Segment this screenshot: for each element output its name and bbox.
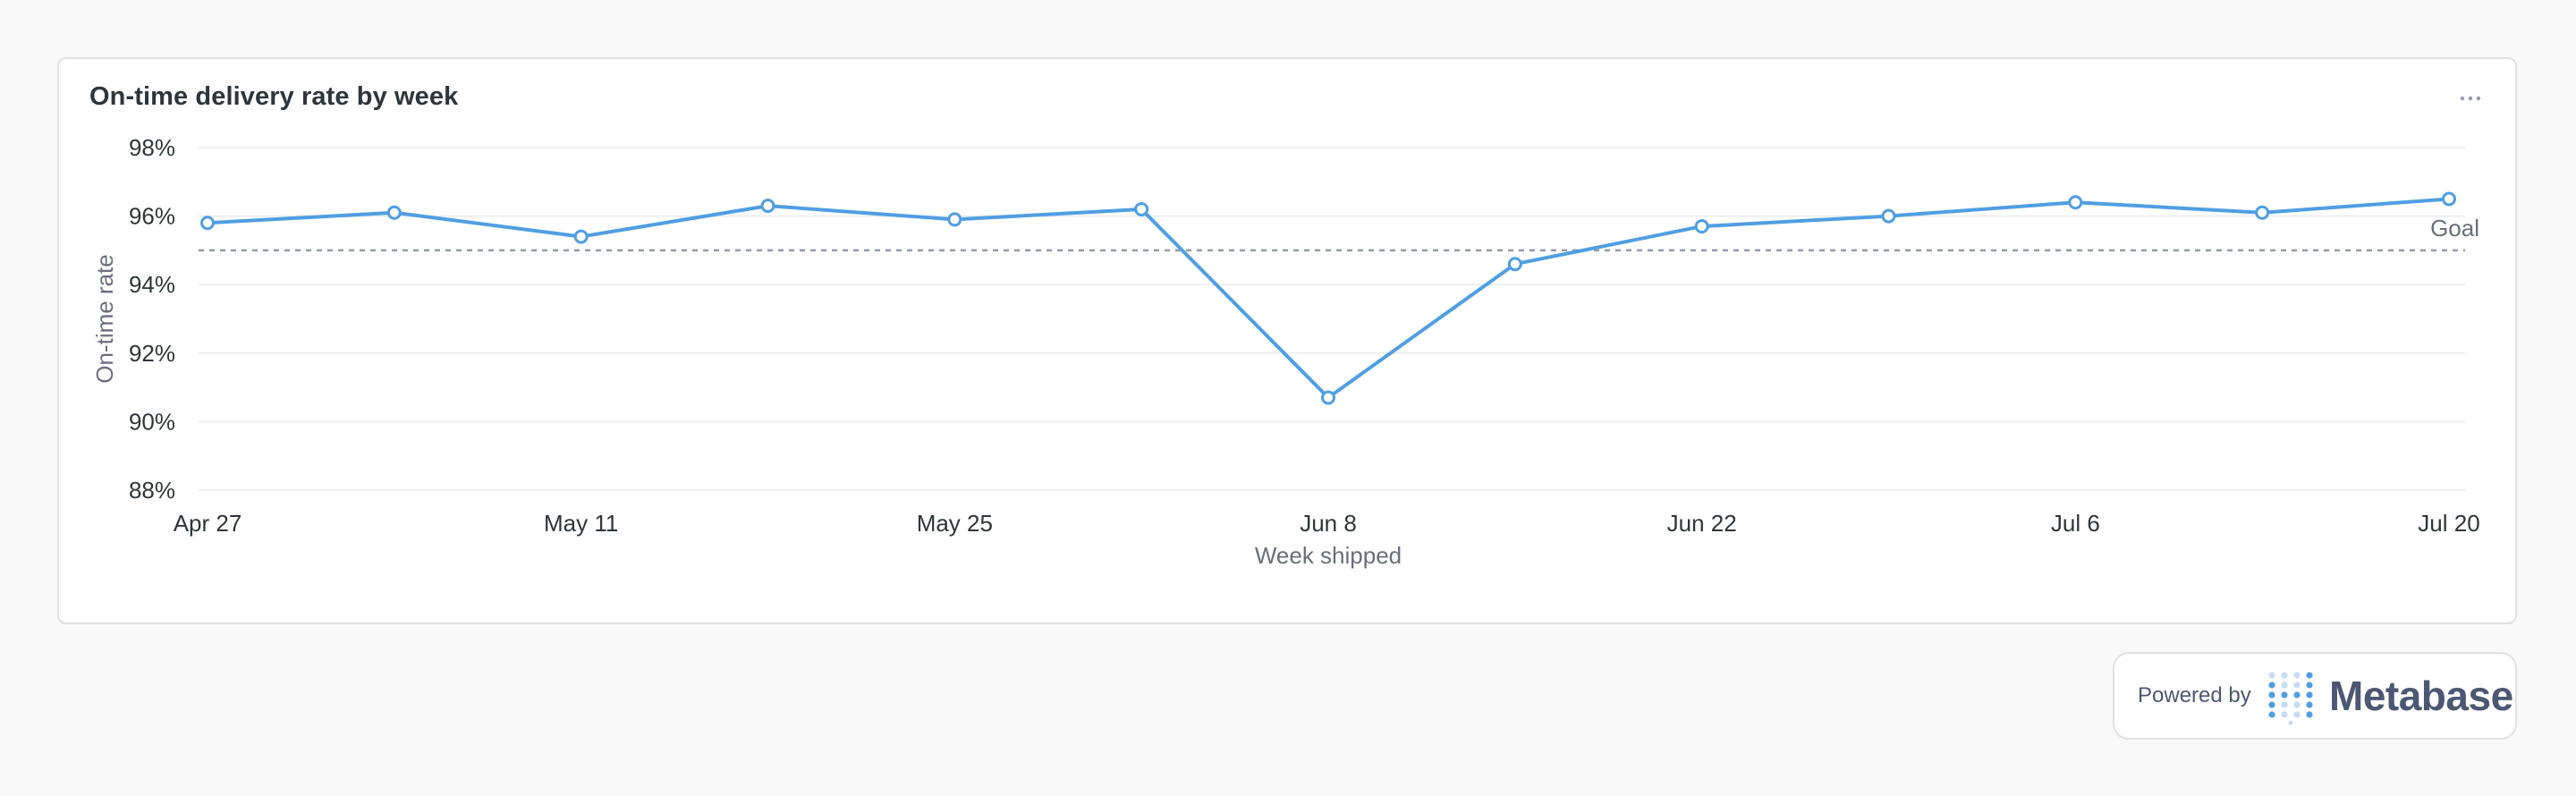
y-tick-label: 88% (129, 477, 175, 504)
data-point (1507, 257, 1522, 272)
y-tick-label: 98% (129, 134, 175, 161)
data-point (573, 229, 589, 244)
data-point (2068, 195, 2083, 210)
data-point (1134, 201, 1149, 216)
y-tick-label: 94% (129, 271, 175, 298)
x-tick-label: Jun 22 (1667, 510, 1737, 537)
card-title: On-time delivery rate by week (89, 82, 459, 111)
data-point (947, 212, 962, 227)
powered-by-text: Powered by (2138, 683, 2251, 707)
x-tick-label: Jul 6 (2051, 510, 2100, 537)
ellipsis-icon (2460, 96, 2481, 101)
metabase-logo-icon (2268, 672, 2313, 725)
x-tick-label: May 11 (544, 510, 618, 537)
brand-name: Metabase (2329, 673, 2513, 719)
x-tick-label: Apr 27 (174, 510, 242, 537)
data-point (1881, 208, 1896, 224)
data-point (1321, 390, 1335, 405)
y-tick-label: 92% (129, 340, 175, 367)
card-menu-button[interactable] (2453, 86, 2488, 111)
y-tick-label: 96% (129, 203, 175, 230)
x-tick-label: Jun 8 (1300, 510, 1357, 537)
x-tick-label: Jul 20 (2418, 510, 2479, 537)
data-point (200, 216, 215, 231)
data-point (2442, 191, 2456, 207)
data-point (386, 205, 402, 220)
y-axis-label: On-time rate (91, 254, 118, 384)
goal-label: Goal (2430, 215, 2479, 241)
data-point (1694, 219, 1709, 234)
data-point (760, 199, 775, 214)
powered-by-badge[interactable]: Powered by Metabase (2113, 652, 2517, 740)
chart-card: On-time delivery rate by week 88% 90% 92% 9… (57, 57, 2517, 624)
series-line (206, 197, 2451, 400)
data-point (2255, 205, 2270, 220)
x-tick-label: May 25 (917, 510, 993, 537)
y-tick-label: 90% (129, 408, 175, 435)
line-chart: 88% 90% 92% 94% 96% 98% Apr 27 May 11 May 25 Jun … (91, 134, 2480, 569)
x-axis-label: Week shipped (1255, 542, 1402, 569)
